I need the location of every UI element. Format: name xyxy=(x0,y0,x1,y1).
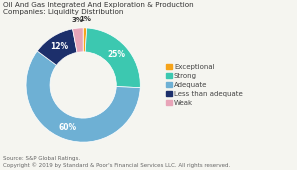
Text: 25%: 25% xyxy=(108,50,126,59)
Legend: Exceptional, Strong, Adequate, Less than adequate, Weak: Exceptional, Strong, Adequate, Less than… xyxy=(166,64,243,106)
Text: 12%: 12% xyxy=(50,42,68,51)
Wedge shape xyxy=(85,28,140,88)
Text: 1%: 1% xyxy=(79,16,91,22)
Text: 60%: 60% xyxy=(59,123,77,132)
Wedge shape xyxy=(26,51,140,142)
Wedge shape xyxy=(37,29,77,65)
Wedge shape xyxy=(72,28,83,53)
Text: Source: S&P Global Ratings.
Copyright © 2019 by Standard & Poor's Financial Serv: Source: S&P Global Ratings. Copyright © … xyxy=(3,156,230,168)
Text: Oil And Gas Integrated And Exploration & Production
Companies: Liquidity Distrib: Oil And Gas Integrated And Exploration &… xyxy=(3,2,194,15)
Wedge shape xyxy=(83,28,87,52)
Text: 3%: 3% xyxy=(71,17,83,23)
